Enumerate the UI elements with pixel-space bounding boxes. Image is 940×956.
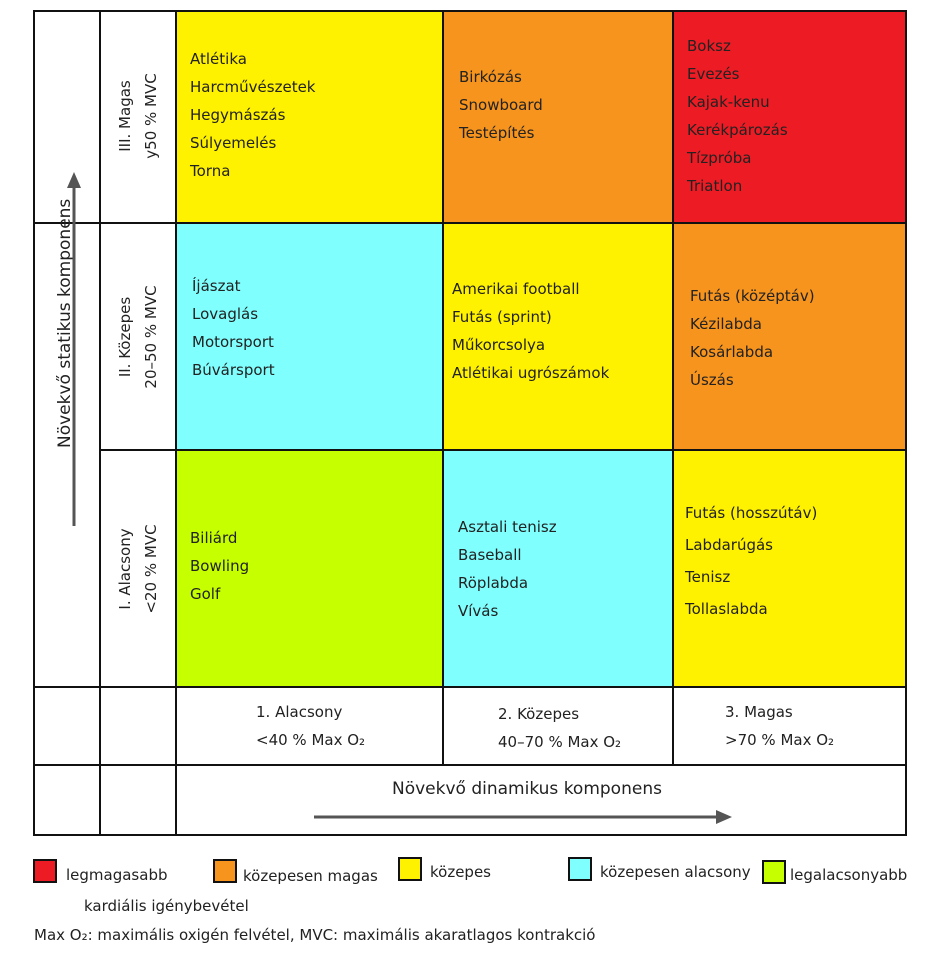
list-item: Tízpróba [687,149,752,167]
row-name: II. Közepes [116,296,134,378]
list-item: Műkorcsolya [452,336,546,354]
sport-list: Biliárd Bowling Golf [190,524,249,608]
column-divider [672,686,674,766]
list-item: Kajak-kenu [687,93,770,111]
row-range: y50 % MVC [142,73,160,159]
cell-mid-low: Íjászat Lovaglás Motorsport Búvársport [175,222,444,451]
list-item: Asztali tenisz [458,518,557,536]
legend-caption: kardiális igénybevétel [84,897,249,915]
list-item: Vívás [458,602,499,620]
list-item: Golf [190,585,221,603]
list-item: Birkózás [459,68,522,86]
column-range: 40–70 % Max O₂ [498,733,622,751]
legend-swatch-yellow [398,857,422,881]
column-name: 2. Közepes [498,705,580,723]
divider-line [33,764,907,766]
row-label-low: I. Alacsony <20 % MVC [112,500,164,638]
list-item: Motorsport [192,333,274,351]
row-range: <20 % MVC [142,524,160,614]
sport-list: Futás (középtáv) Kézilabda Kosárlabda Ús… [690,282,815,394]
cell-low-mid: Asztali tenisz Baseball Röplabda Vívás [442,449,674,688]
list-item: Triatlon [687,177,743,195]
list-item: Snowboard [459,96,543,114]
list-item: Atlétika [190,50,247,68]
sport-list: Futás (hosszútáv) Labdarúgás Tenisz Toll… [685,497,817,625]
sport-list: Íjászat Lovaglás Motorsport Búvársport [192,272,275,384]
list-item: Röplabda [458,574,529,592]
cell-high-low: Atlétika Harcművészetek Hegymászás Súlye… [175,10,444,224]
list-item: Futás (középtáv) [690,287,815,305]
list-item: Testépítés [459,124,535,142]
list-item: Tenisz [685,568,731,586]
row-name: I. Alacsony [116,528,134,610]
column-range: >70 % Max O₂ [725,731,835,749]
list-item: Labdarúgás [685,536,773,554]
list-item: Boksz [687,37,731,55]
list-item: Kosárlabda [690,343,774,361]
legend-label: legmagasabb [66,866,168,884]
divider-line [33,222,177,224]
sport-list: Birkózás Snowboard Testépítés [459,63,543,147]
list-item: Lovaglás [192,305,259,323]
list-item: Futás (sprint) [452,308,552,326]
legend-label: közepes [430,863,491,881]
sport-list: Atlétika Harcművészetek Hegymászás Súlye… [190,45,316,185]
column-header-high: 3. Magas >70 % Max O₂ [725,698,834,754]
cell-mid-mid: Amerikai football Futás (sprint) Műkorcs… [442,222,674,451]
list-item: Futás (hosszútáv) [685,504,818,522]
column-range: <40 % Max O₂ [256,731,366,749]
legend-label: legalacsonyabb [790,866,908,884]
list-item: Amerikai football [452,280,580,298]
row-label-mid: II. Közepes 20–50 % MVC [112,258,164,416]
list-item: Hegymászás [190,106,286,124]
column-name: 3. Magas [725,703,793,721]
list-item: Kézilabda [690,315,762,333]
row-label-high: III. Magas y50 % MVC [112,52,164,180]
x-axis-arrow [314,810,732,824]
sport-list: Asztali tenisz Baseball Röplabda Vívás [458,513,557,625]
legend-swatch-green [762,860,786,884]
cell-low-low: Biliárd Bowling Golf [175,449,444,688]
sport-list: Amerikai football Futás (sprint) Műkorcs… [452,275,609,387]
list-item: Torna [190,162,231,180]
legend-swatch-orange [213,859,237,883]
legend-label: közepesen magas [243,867,378,885]
legend-swatch-cyan [568,857,592,881]
list-item: Tollaslabda [685,600,768,618]
sport-list: Boksz Evezés Kajak-kenu Kerékpározás Tíz… [687,32,788,200]
cell-mid-high: Futás (középtáv) Kézilabda Kosárlabda Ús… [672,222,907,451]
list-item: Úszás [690,371,734,389]
list-item: Bowling [190,557,250,575]
divider-line [99,449,177,451]
y-axis-arrow [67,172,81,526]
footnote: Max O₂: maximális oxigén felvétel, MVC: … [34,926,596,944]
cell-high-mid: Birkózás Snowboard Testépítés [442,10,674,224]
legend-label: közepesen alacsony [600,863,751,881]
list-item: Íjászat [192,277,241,295]
row-name: III. Magas [116,80,134,152]
list-item: Baseball [458,546,522,564]
list-item: Biliárd [190,529,238,547]
column-header-low: 1. Alacsony <40 % Max O₂ [256,698,365,754]
list-item: Evezés [687,65,740,83]
row-range: 20–50 % MVC [142,285,160,389]
list-item: Súlyemelés [190,134,277,152]
list-item: Búvársport [192,361,275,379]
column-divider [442,686,444,766]
column-header-mid: 2. Közepes 40–70 % Max O₂ [498,700,621,756]
list-item: Kerékpározás [687,121,788,139]
x-axis-label: Növekvő dinamikus komponens [392,779,662,799]
cell-high-high: Boksz Evezés Kajak-kenu Kerékpározás Tíz… [672,10,907,224]
list-item: Harcművészetek [190,78,316,96]
legend-swatch-red [33,859,57,883]
cell-low-high: Futás (hosszútáv) Labdarúgás Tenisz Toll… [672,449,907,688]
list-item: Atlétikai ugrószámok [452,364,610,382]
column-name: 1. Alacsony [256,703,343,721]
